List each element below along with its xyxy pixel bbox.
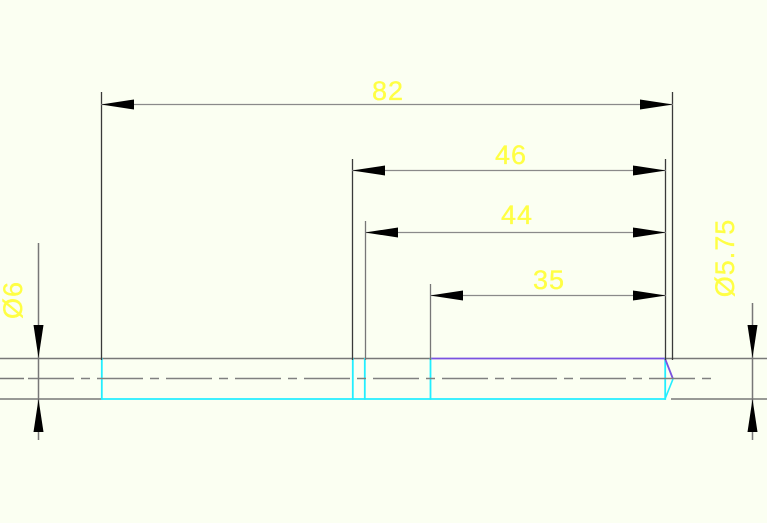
- dim-label-82: 82: [372, 76, 404, 106]
- chamfer-purple-upper: [664, 358, 674, 380]
- dimension-diameter-6[interactable]: Ø6: [0, 281, 44, 432]
- dimension-44[interactable]: 44: [365, 200, 666, 238]
- arrowhead-44-left: [365, 227, 398, 238]
- arrowhead-35-left: [430, 290, 463, 301]
- arrowhead-dia575-top: [747, 325, 758, 358]
- arrowhead-46-right: [633, 165, 666, 176]
- dimension-46[interactable]: 46: [352, 140, 666, 176]
- dimension-35[interactable]: 35: [430, 265, 666, 301]
- arrowhead-82-right: [640, 99, 673, 110]
- chamfer-cyan-lower: [664, 378, 674, 400]
- dim-label-diameter-6: Ø6: [0, 281, 28, 319]
- arrowhead-dia6-top: [33, 325, 44, 358]
- arrowhead-82-left: [101, 99, 134, 110]
- dimension-diameter-5-75[interactable]: Ø5.75: [710, 219, 758, 432]
- arrowhead-46-left: [352, 165, 385, 176]
- arrowhead-dia575-bottom: [747, 399, 758, 432]
- dim-label-44: 44: [501, 200, 533, 230]
- dim-label-diameter-5-75: Ø5.75: [710, 219, 740, 298]
- arrowhead-35-right: [633, 290, 666, 301]
- extension-lines: [37, 92, 754, 440]
- dimension-82[interactable]: 82: [101, 76, 673, 110]
- dim-label-46: 46: [495, 140, 527, 170]
- dim-label-35: 35: [533, 265, 565, 295]
- arrowhead-dia6-bottom: [33, 399, 44, 432]
- arrowhead-44-right: [633, 227, 666, 238]
- part-geometry: [0, 357, 767, 400]
